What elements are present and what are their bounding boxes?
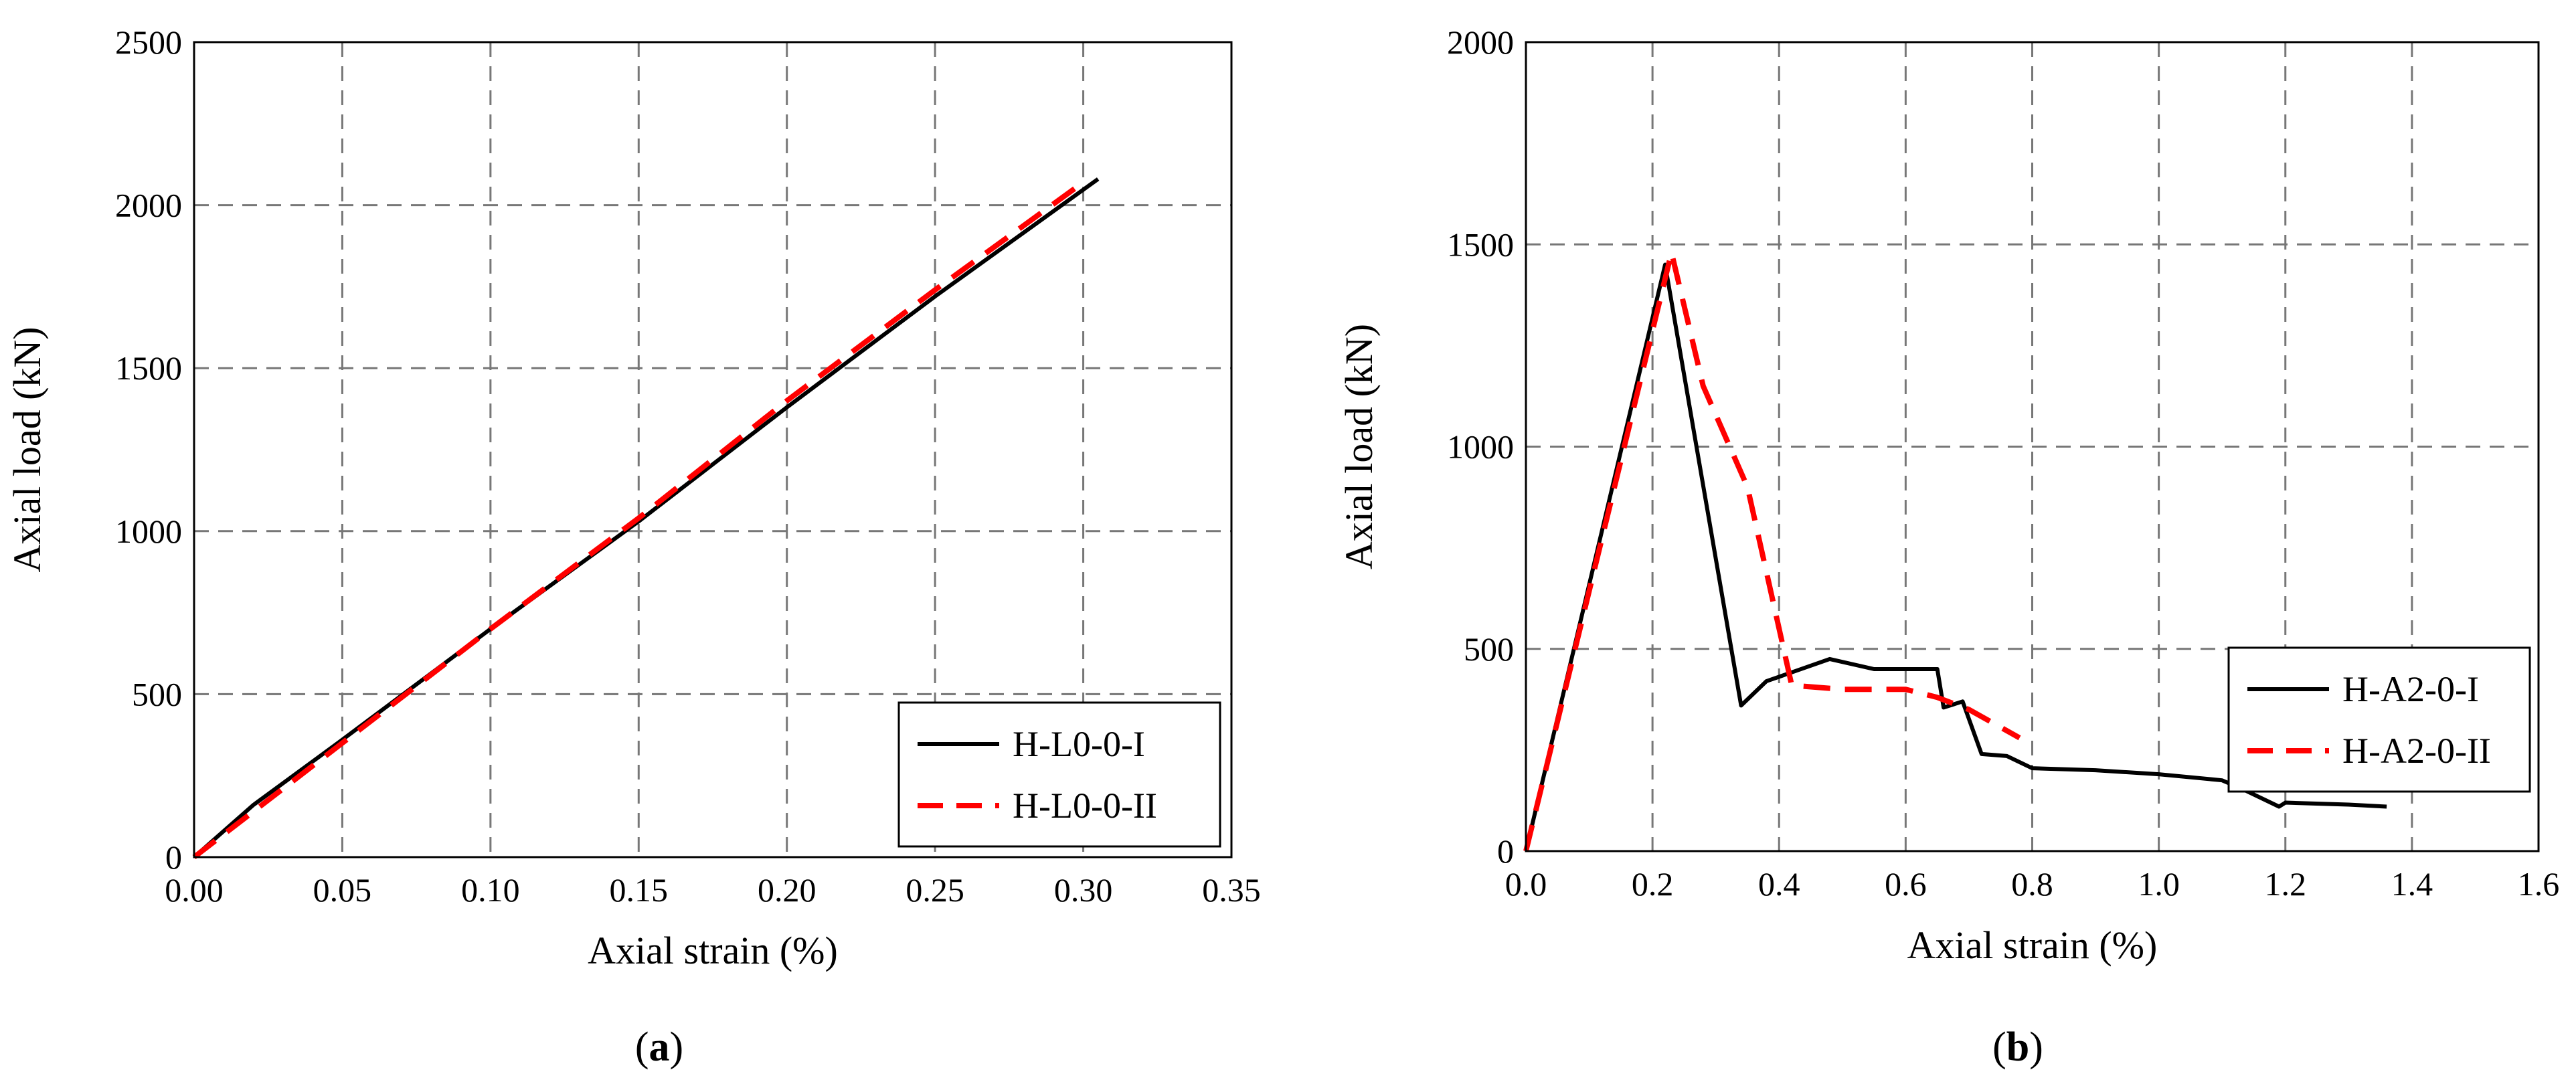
- x-tick-label: 0.05: [313, 871, 372, 909]
- panel-label-close: ): [2029, 1024, 2043, 1070]
- y-tick-label: 0: [165, 838, 182, 876]
- y-axis-title: Axial load (kN): [1337, 324, 1381, 569]
- chart-panel-a: 0.00 0.05 0.10 0.15 0.20 0.25 0.30 0.35 0 500 1000…: [5, 23, 1261, 972]
- y-axis-title: Axial load (kN): [5, 327, 49, 572]
- panel-label-letter: a: [649, 1024, 670, 1070]
- x-tick-label: 0.2: [1632, 865, 1674, 903]
- legend-label-h-a2-0-i: H-A2-0-I: [2342, 669, 2479, 709]
- x-tick-label: 1.2: [2265, 865, 2307, 903]
- x-tick-label: 0.20: [758, 871, 817, 909]
- x-tick-label: 0.4: [1758, 865, 1800, 903]
- plot-frame: [1525, 41, 2540, 852]
- y-tick-label: 1500: [1447, 225, 1514, 263]
- x-tick-label: 0.30: [1054, 871, 1113, 909]
- x-axis-title: Axial strain (%): [1907, 923, 2158, 967]
- series-group: [192, 177, 1100, 860]
- x-tick-label: 1.6: [2518, 865, 2560, 903]
- y-tick-label: 2000: [115, 187, 182, 224]
- panel-label-open: (: [635, 1024, 649, 1070]
- y-tick-label: 0: [1497, 832, 1514, 870]
- chart-panel-b: 0.0 0.2 0.4 0.6 0.8 1.0 1.2 1.4 1.6 0 500 1000 1500 2…: [1337, 23, 2559, 967]
- series-line-h-a2-0-i: [1524, 262, 2387, 852]
- y-tick-label: 1500: [115, 349, 182, 387]
- x-tick-label: 1.0: [2138, 865, 2180, 903]
- legend-box: [2227, 646, 2531, 793]
- plot-frame: [193, 41, 1233, 858]
- legend-label-h-a2-0-ii: H-A2-0-II: [2342, 731, 2491, 771]
- tick-labels: 0.0 0.2 0.4 0.6 0.8 1.0 1.2 1.4 1.6 0 500 1000 1500 2…: [1447, 23, 2559, 903]
- x-tick-label: 0.00: [165, 871, 224, 909]
- legend: H-L0-0-I H-L0-0-II: [897, 701, 1221, 848]
- x-axis-title: Axial strain (%): [588, 929, 838, 972]
- x-tick-label: 0.6: [1885, 865, 1927, 903]
- y-tick-label: 500: [132, 675, 182, 713]
- x-tick-label: 0.35: [1202, 871, 1261, 909]
- panel-label-open: (: [1992, 1024, 2006, 1070]
- legend-label-h-l0-0-ii: H-L0-0-II: [1013, 786, 1157, 826]
- x-tick-label: 1.4: [2391, 865, 2433, 903]
- x-tick-label: 0.8: [2011, 865, 2053, 903]
- x-tick-label: 0.15: [610, 871, 669, 909]
- legend: H-A2-0-I H-A2-0-II: [2227, 646, 2531, 793]
- y-tick-label: 1000: [1447, 428, 1514, 466]
- series-line-h-l0-0-ii: [192, 180, 1085, 860]
- panel-label-close: ): [670, 1024, 684, 1070]
- legend-box: [897, 701, 1221, 848]
- x-tick-label: 0.0: [1505, 865, 1547, 903]
- panel-label-a: (a): [635, 1024, 683, 1070]
- series-group: [1523, 250, 2387, 852]
- x-tick-label: 0.25: [906, 871, 964, 909]
- series-line-h-a2-0-ii: [1523, 250, 2021, 852]
- y-tick-label: 2000: [1447, 23, 1514, 61]
- tick-labels: 0.00 0.05 0.10 0.15 0.20 0.25 0.30 0.35 0 500 1000…: [115, 23, 1261, 909]
- y-tick-label: 1000: [115, 513, 182, 550]
- panel-label-letter: b: [2006, 1024, 2029, 1070]
- y-tick-label: 500: [1464, 630, 1514, 668]
- panel-label-b: (b): [1992, 1024, 2043, 1070]
- x-tick-label: 0.10: [461, 871, 520, 909]
- legend-label-h-l0-0-i: H-L0-0-I: [1013, 724, 1145, 764]
- y-tick-label: 2500: [115, 23, 182, 61]
